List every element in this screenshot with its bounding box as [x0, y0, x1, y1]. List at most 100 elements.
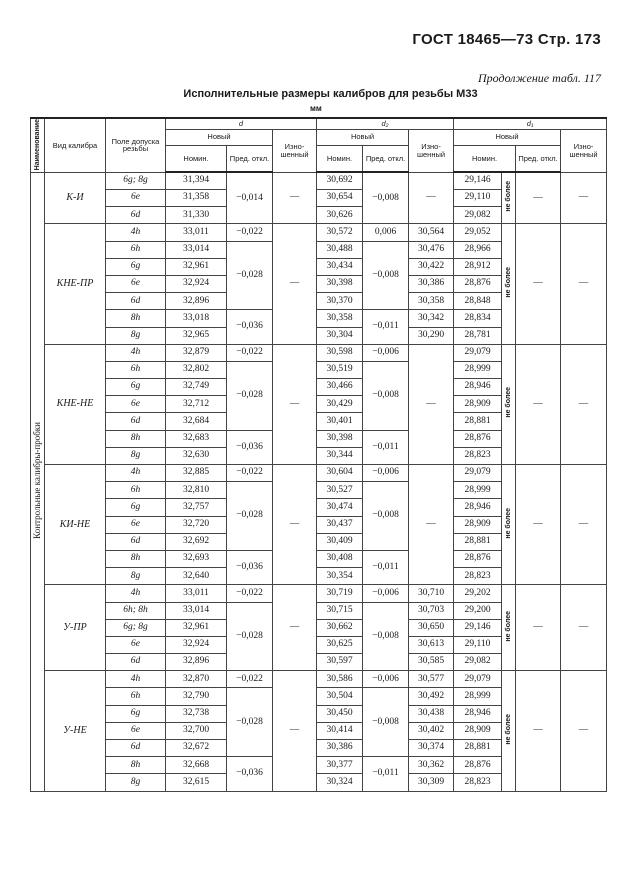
d1-nominal-cell: 28,946	[453, 378, 503, 397]
d-deviation-cell: −0,028	[226, 360, 273, 431]
d2-worn-cell: 30,386	[408, 274, 455, 294]
table-row: 8h 32,693 −0,036 30,408 −0,011 28,876	[31, 549, 607, 586]
d1-nominal-cell: 29,146	[453, 171, 503, 191]
header-d2-worn: Изно­шенный	[408, 128, 455, 173]
table-row: У-ПР 4h 33,011 −0,022—30,719 −0,006 30,710 29,…	[31, 584, 608, 672]
header-d2: d₂	[316, 117, 455, 130]
table-row: 6d 32,684 30,401 28,881	[31, 412, 607, 431]
calibre-dimensions-table: Наименование Вид калибра Поле допуска ре…	[30, 117, 608, 792]
d1-nominal-cell: 29,079	[453, 464, 503, 483]
d1-worn-cell: —	[560, 343, 608, 466]
d-nominal-cell: 33,011	[165, 584, 227, 603]
d2-nominal-cell: 30,304	[316, 326, 364, 345]
table-row: 6g 32,738 30,450 30,438 28,946	[31, 704, 607, 723]
d2-nominal-cell: 30,414	[316, 721, 364, 741]
d2-worn-cell: —	[408, 464, 455, 586]
d-deviation-cell: −0,036	[226, 309, 273, 345]
d2-worn-cell: 30,402	[408, 721, 455, 741]
header-name-text: Наименование	[34, 119, 41, 171]
d-worn-cell: —	[271, 171, 318, 225]
d-deviation-cell: −0,028	[226, 601, 273, 672]
d2-nominal-cell: 30,626	[316, 206, 364, 225]
tolerance-field-cell: 6d	[105, 206, 166, 225]
d-worn-cell: —	[271, 584, 318, 672]
tolerance-field-cell: 8h	[105, 756, 166, 775]
header-d-worn: Изно­шенный	[271, 128, 318, 173]
tolerance-field-cell: 6e	[105, 274, 166, 294]
d1-nominal-cell: 28,781	[453, 326, 503, 345]
d-nominal-cell: 32,961	[165, 257, 227, 276]
d2-worn-cell: 30,650	[408, 618, 455, 637]
page-header: ГОСТ 18465—73 Стр. 173	[412, 31, 601, 48]
d2-nominal-cell: 30,527	[316, 481, 364, 500]
d1-nominal-cell: 29,052	[453, 223, 503, 242]
d2-worn-cell: 30,703	[408, 601, 455, 620]
d2-nominal-cell: 30,488	[316, 240, 364, 259]
d2-nominal-cell: 30,504	[316, 687, 364, 706]
d1-nominal-cell: 29,146	[453, 618, 503, 637]
d-deviation-cell: −0,022	[226, 343, 273, 362]
d2-worn-cell: —	[408, 343, 455, 466]
d1-note-cell: не более	[501, 584, 517, 672]
d2-deviation-cell: −0,006	[362, 584, 410, 603]
table-row: 8g 32,640 30,354 28,823	[31, 567, 607, 586]
table-title: Исполнительные размеры калибров для резь…	[183, 88, 478, 100]
d-deviation-cell: −0,014	[226, 171, 273, 225]
calibre-type-cell: КНЕ-ПР	[44, 223, 106, 345]
tolerance-field-cell: 4h	[105, 223, 166, 242]
header-d1-new: Новый	[453, 128, 562, 146]
d-nominal-cell: 32,924	[165, 274, 227, 294]
table-row: КНЕ-НЕ 4h 32,879 −0,022—30,598 −0,006—29,079…	[31, 343, 608, 466]
d2-nominal-cell: 30,429	[316, 395, 364, 414]
d1-note-cell-text: не более	[505, 610, 513, 642]
d2-deviation-cell: −0,008	[362, 481, 410, 551]
tolerance-field-cell: 6g	[105, 498, 166, 517]
d2-nominal-cell: 30,398	[316, 429, 364, 448]
table-row: 6h 32,790 −0,028 30,504 −0,008 30,492 28,999	[31, 687, 607, 758]
d1-note-cell: не более	[501, 171, 517, 225]
d-nominal-cell: 33,018	[165, 309, 227, 328]
d1-nominal-cell: 28,823	[453, 446, 503, 466]
tolerance-field-cell: 6d	[105, 292, 166, 311]
d2-worn-cell: 30,492	[408, 687, 455, 706]
d2-nominal-cell: 30,604	[316, 464, 364, 483]
d-deviation-cell: −0,022	[226, 584, 273, 603]
d1-nominal-cell: 28,881	[453, 739, 503, 758]
d1-nominal-cell: 28,881	[453, 532, 503, 551]
table-row: 6d 32,896 30,370 30,358 28,848	[31, 292, 607, 311]
table-row: 6h 32,802 −0,028 30,519 −0,008 28,999	[31, 360, 607, 431]
d2-nominal-cell: 30,434	[316, 257, 364, 276]
d-nominal-cell: 32,802	[165, 360, 227, 380]
d1-deviation-cell: —	[515, 223, 562, 345]
unit-label: мм	[310, 104, 322, 113]
tolerance-field-cell: 6d	[105, 532, 166, 551]
d1-worn-cell: —	[560, 223, 608, 345]
tolerance-field-cell: 8g	[105, 326, 166, 345]
table-body: Контрольные калибры-пробки К-И 6g; 8g 31,39…	[30, 171, 608, 792]
d2-worn-cell: 30,290	[408, 326, 455, 345]
header-name: Наименование	[30, 117, 45, 173]
d-worn-cell: —	[271, 343, 318, 466]
d1-nominal-cell: 28,876	[453, 756, 503, 775]
d1-nominal-cell: 28,909	[453, 721, 503, 741]
tolerance-field-cell: 6g; 8g	[105, 618, 166, 637]
d1-nominal-cell: 28,876	[453, 549, 503, 569]
table-row: 6d 32,896 30,597 30,585 29,082	[31, 653, 607, 672]
name-cell: Контрольные калибры-пробки	[30, 171, 45, 792]
d2-nominal-cell: 30,625	[316, 635, 364, 655]
header-d2-deviation: Пред. откл.	[362, 144, 410, 174]
d2-nominal-cell: 30,474	[316, 498, 364, 517]
d1-note-cell: не более	[501, 223, 517, 345]
table-row: 8h 32,668 −0,036 30,377 −0,011 30,362 28,876	[31, 756, 607, 792]
tolerance-field-cell: 6h	[105, 240, 166, 259]
d-deviation-cell: −0,022	[226, 464, 273, 483]
d1-deviation-cell: —	[515, 584, 562, 672]
table-row: 6g; 8g 32,961 30,662 30,650 29,146	[31, 618, 607, 637]
calibre-type-cell: У-ПР	[44, 584, 106, 672]
d2-worn-cell: 30,710	[408, 584, 455, 603]
d1-nominal-cell: 28,823	[453, 773, 503, 792]
header-d-new: Новый	[165, 128, 273, 146]
d1-worn-cell: —	[560, 171, 608, 225]
d1-note-cell-text: не более	[505, 267, 513, 298]
d2-deviation-cell: −0,011	[362, 429, 410, 466]
